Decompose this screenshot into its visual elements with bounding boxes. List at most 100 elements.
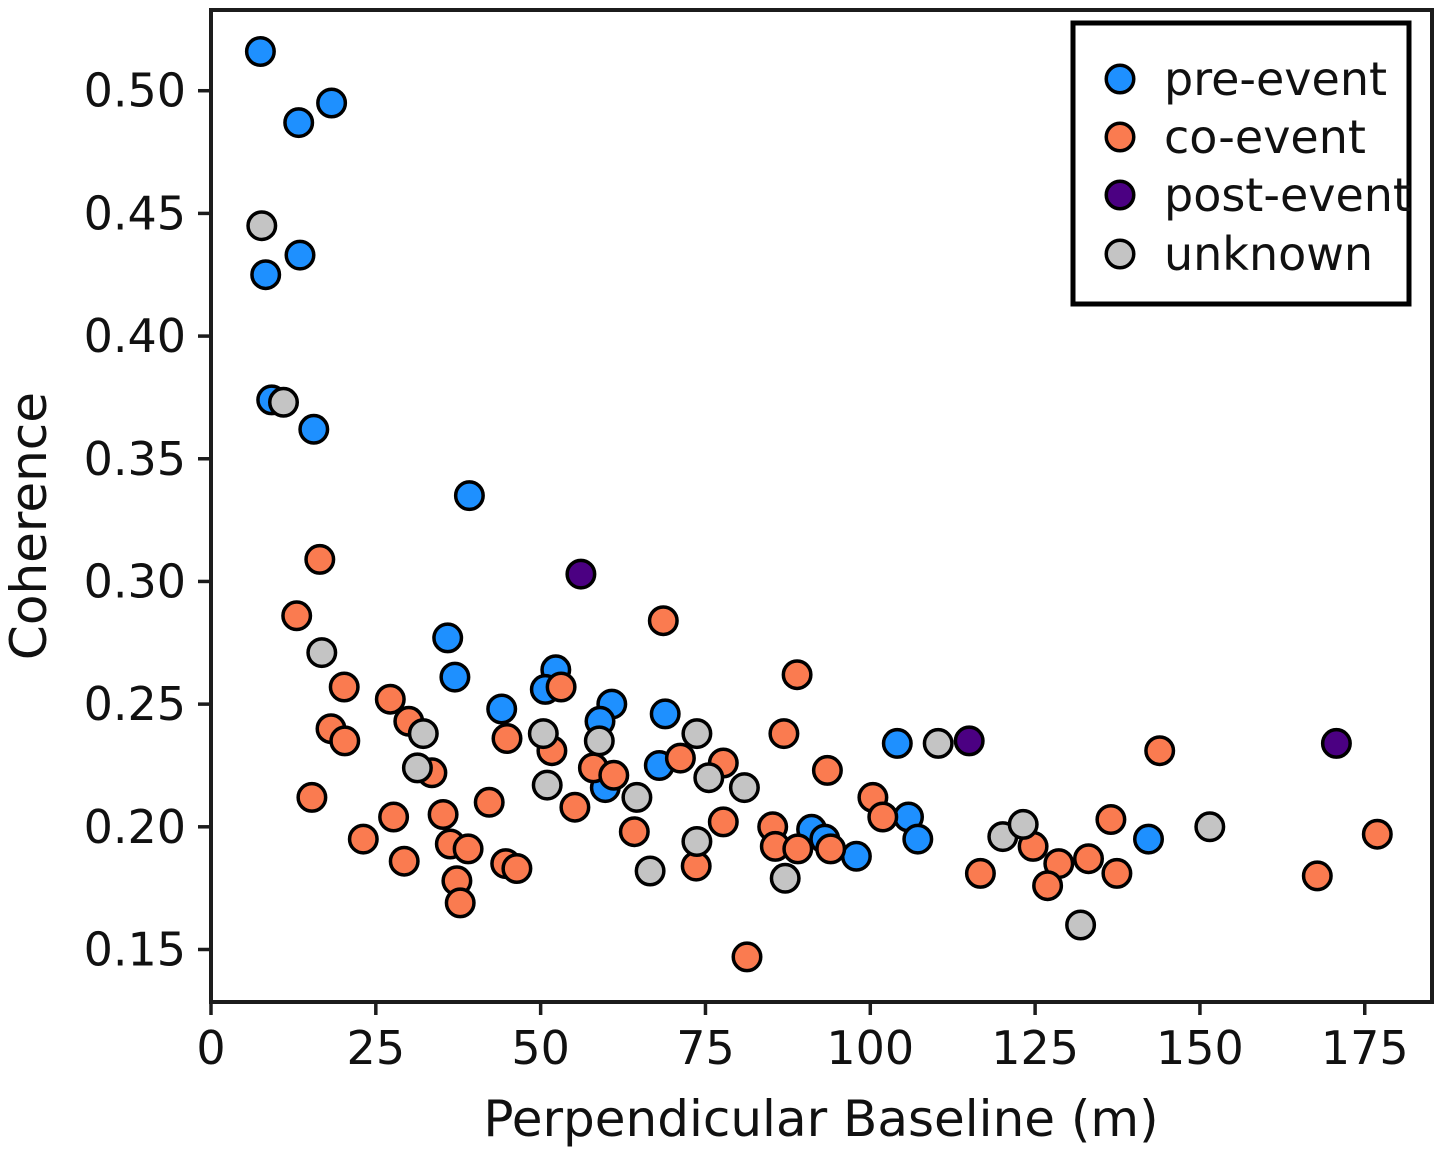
legend-label-co-event: co-event: [1164, 110, 1366, 164]
legend-item-pre-event: pre-event: [1104, 52, 1387, 106]
x-tick-label: 50: [511, 1021, 570, 1075]
data-point-co-event: [647, 605, 679, 637]
data-point-unknown: [1065, 909, 1097, 941]
data-point-unknown: [922, 727, 954, 759]
data-point-co-event: [374, 683, 406, 715]
data-point-co-event: [811, 754, 843, 786]
data-point-co-event: [491, 723, 523, 754]
data-point-pre-event: [649, 698, 681, 730]
data-point-post-event: [1320, 727, 1352, 759]
unknown-marker-icon: [1104, 238, 1136, 270]
data-point-co-event: [781, 659, 813, 691]
y-tick-label: 0.15: [84, 922, 186, 976]
data-point-unknown: [634, 855, 666, 887]
data-point-unknown: [246, 210, 278, 242]
data-point-unknown: [1007, 808, 1039, 840]
data-point-co-event: [388, 845, 420, 877]
data-point-co-event: [444, 887, 476, 919]
data-point-pre-event: [1133, 823, 1164, 855]
data-point-co-event: [598, 759, 630, 791]
data-point-unknown: [407, 718, 439, 750]
legend: pre-event co-event post-event unknown: [1070, 20, 1412, 307]
data-point-post-event: [953, 725, 985, 757]
data-point-pre-event: [902, 823, 934, 855]
legend-label-pre-event: pre-event: [1164, 52, 1387, 106]
data-point-co-event: [618, 816, 650, 848]
data-point-pre-event: [453, 480, 485, 512]
data-point-pre-event: [486, 693, 518, 725]
y-tick-label: 0.35: [84, 432, 186, 486]
data-point-co-event: [815, 833, 847, 865]
data-point-pre-event: [881, 727, 913, 759]
data-point-pre-event: [439, 661, 471, 693]
data-point-unknown: [268, 386, 299, 418]
data-point-pre-event: [250, 259, 282, 291]
data-point-co-event: [964, 857, 996, 889]
x-tick-label: 175: [1321, 1021, 1409, 1075]
data-point-co-event: [707, 806, 739, 838]
y-axis-label: Coherence: [0, 392, 58, 660]
data-point-co-event: [452, 833, 484, 865]
plot-border: [209, 8, 1434, 1004]
data-point-co-event: [281, 600, 313, 632]
y-tick-label: 0.25: [84, 677, 186, 731]
data-point-co-event: [328, 671, 360, 703]
x-tick-label: 25: [347, 1021, 406, 1075]
data-point-post-event: [565, 558, 597, 590]
data-point-co-event: [768, 718, 800, 750]
x-tick-label: 0: [196, 1021, 225, 1075]
data-point-unknown: [527, 718, 559, 750]
data-point-unknown: [621, 781, 653, 813]
data-point-unknown: [681, 718, 713, 750]
x-tick-label: 150: [1156, 1021, 1244, 1075]
data-point-unknown: [769, 862, 801, 894]
data-point-co-event: [559, 791, 591, 823]
pre-event-marker-icon: [1104, 63, 1136, 95]
legend-item-co-event: co-event: [1104, 110, 1366, 164]
data-point-co-event: [1095, 804, 1127, 835]
y-tick-label: 0.50: [84, 64, 186, 118]
data-point-pre-event: [283, 107, 315, 139]
y-tick-label: 0.40: [84, 309, 186, 363]
legend-item-post-event: post-event: [1104, 168, 1411, 222]
x-tick-label: 75: [676, 1021, 735, 1075]
x-tick-label: 100: [826, 1021, 914, 1075]
legend-item-unknown: unknown: [1104, 227, 1373, 281]
data-point-unknown: [728, 772, 760, 804]
data-point-co-event: [1144, 735, 1176, 767]
data-point-unknown: [693, 762, 725, 794]
data-point-pre-event: [840, 840, 872, 872]
legend-label-post-event: post-event: [1164, 168, 1411, 222]
data-point-pre-event: [244, 36, 276, 67]
data-point-unknown: [1194, 811, 1226, 843]
data-point-co-event: [545, 671, 577, 703]
data-point-unknown: [531, 769, 563, 801]
data-point-pre-event: [316, 87, 348, 119]
data-point-co-event: [304, 543, 336, 575]
y-axis-ticks: 0.15 0.20 0.25 0.30 0.35 0.40 0.45 0.50: [84, 64, 211, 976]
data-points-layer: [244, 36, 1393, 973]
post-event-marker-icon: [1104, 179, 1136, 211]
data-point-co-event: [867, 801, 899, 833]
x-tick-label: 125: [991, 1021, 1079, 1075]
data-point-unknown: [401, 752, 433, 784]
co-event-marker-icon: [1104, 121, 1136, 153]
y-tick-label: 0.30: [84, 554, 186, 608]
data-point-unknown: [681, 826, 713, 857]
data-point-co-event: [731, 941, 763, 973]
data-point-pre-event: [298, 413, 330, 445]
data-point-co-event: [427, 799, 459, 830]
y-tick-label: 0.45: [84, 186, 186, 240]
data-point-co-event: [782, 833, 814, 865]
data-point-unknown: [306, 637, 338, 669]
x-axis-ticks: 0 25 50 75 100 125 150 175: [196, 1002, 1409, 1075]
data-point-pre-event: [284, 239, 316, 271]
data-point-unknown: [583, 725, 615, 757]
data-point-co-event: [329, 725, 361, 757]
legend-label-unknown: unknown: [1164, 227, 1373, 281]
data-point-co-event: [1361, 818, 1393, 850]
data-point-co-event: [1032, 870, 1064, 902]
data-point-co-event: [1301, 860, 1333, 892]
data-point-co-event: [664, 742, 696, 774]
